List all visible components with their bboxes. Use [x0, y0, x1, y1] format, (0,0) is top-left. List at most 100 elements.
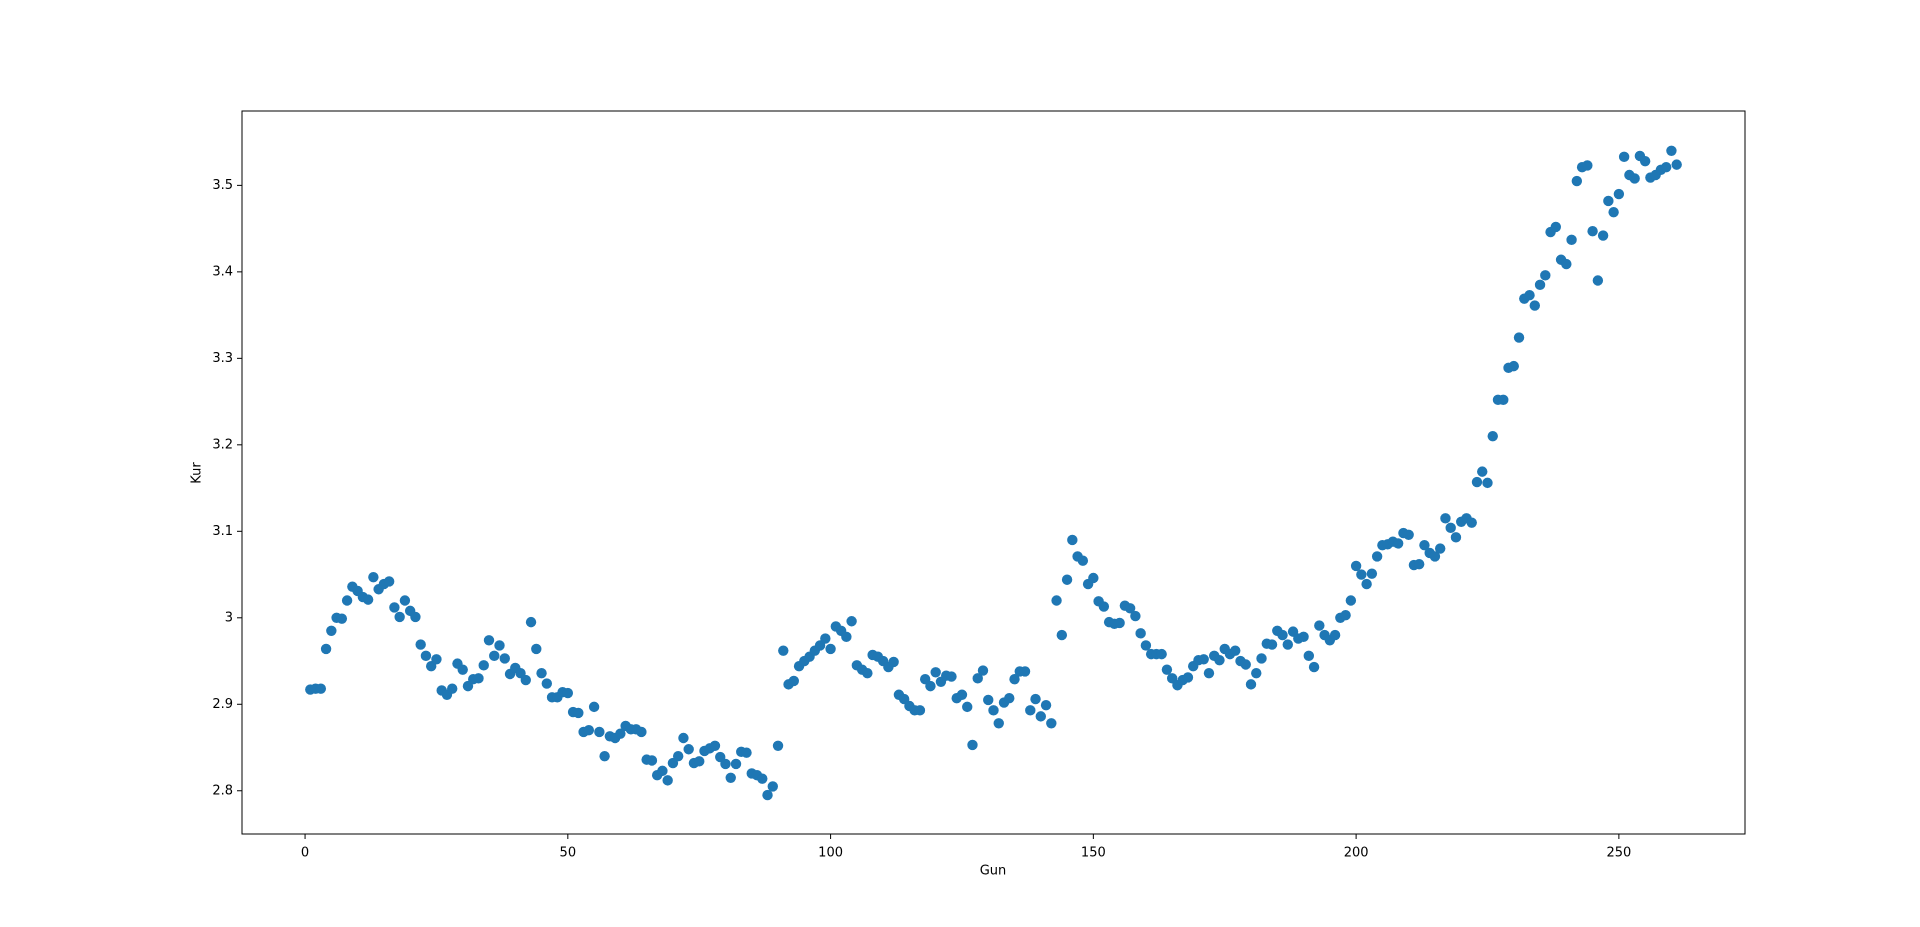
- point: [326, 625, 337, 636]
- point: [489, 650, 500, 662]
- point: [1040, 699, 1052, 711]
- point: [683, 744, 694, 755]
- point: [720, 758, 731, 770]
- plot-frame: [241, 110, 1746, 835]
- point: [336, 613, 348, 624]
- point: [1566, 234, 1577, 246]
- point: [983, 694, 994, 706]
- point: [1498, 394, 1509, 406]
- y-tick-label: 3.3: [212, 351, 233, 366]
- point: [962, 701, 973, 713]
- point: [1471, 476, 1483, 488]
- point: [1025, 705, 1036, 716]
- point: [1361, 578, 1372, 590]
- point: [825, 643, 836, 655]
- point: [420, 650, 432, 662]
- point: [988, 705, 999, 716]
- point: [1671, 159, 1682, 170]
- point: [536, 667, 547, 679]
- point: [399, 595, 411, 606]
- point: [914, 705, 926, 716]
- point: [1597, 230, 1609, 241]
- point: [383, 576, 395, 587]
- point: [1445, 522, 1456, 534]
- point: [1314, 620, 1325, 631]
- point: [525, 616, 537, 628]
- point: [478, 660, 489, 671]
- point: [1135, 628, 1146, 639]
- point: [473, 673, 484, 684]
- point: [672, 750, 684, 762]
- point: [694, 756, 705, 767]
- x-tick-label: 50: [560, 846, 577, 861]
- point: [1592, 275, 1604, 286]
- point: [888, 656, 899, 668]
- point: [1019, 666, 1031, 677]
- point: [1009, 673, 1020, 685]
- x-tick-label: 250: [1606, 846, 1631, 861]
- point: [1245, 679, 1257, 690]
- point: [1392, 538, 1404, 549]
- point: [1161, 664, 1173, 675]
- point: [1366, 568, 1378, 579]
- point: [1403, 529, 1414, 540]
- point: [1198, 654, 1209, 665]
- point: [1345, 595, 1357, 606]
- point: [862, 667, 873, 679]
- point: [1477, 466, 1488, 477]
- point: [841, 631, 852, 643]
- point: [499, 653, 510, 664]
- point: [772, 740, 784, 751]
- point: [531, 643, 542, 655]
- point: [541, 678, 553, 689]
- point: [1130, 610, 1141, 622]
- point: [1550, 221, 1562, 233]
- point: [1298, 631, 1309, 643]
- y-tick-label: 3.2: [212, 437, 233, 452]
- point: [762, 789, 773, 801]
- point: [1266, 639, 1278, 650]
- point: [1639, 155, 1651, 167]
- point: [594, 726, 605, 738]
- point: [1214, 654, 1225, 666]
- point: [1618, 151, 1630, 163]
- point: [1524, 290, 1535, 301]
- point: [1329, 629, 1341, 641]
- point: [1240, 659, 1251, 670]
- point: [1156, 648, 1167, 660]
- point: [483, 635, 495, 646]
- point: [1061, 574, 1073, 585]
- point: [977, 665, 989, 676]
- point: [972, 673, 983, 684]
- point: [657, 765, 668, 777]
- y-tick-label: 3: [225, 610, 233, 625]
- point: [662, 775, 673, 786]
- point: [741, 747, 752, 758]
- point: [1035, 711, 1046, 722]
- point: [410, 611, 421, 623]
- point: [956, 689, 968, 700]
- point: [615, 728, 626, 739]
- point: [636, 726, 647, 738]
- point: [767, 781, 778, 792]
- point: [320, 643, 332, 655]
- point: [1466, 517, 1477, 528]
- point: [1203, 667, 1215, 679]
- point: [1303, 650, 1315, 662]
- point: [1077, 555, 1089, 566]
- point: [1046, 718, 1057, 729]
- point: [1534, 279, 1546, 291]
- point: [1356, 569, 1367, 580]
- point: [1182, 672, 1194, 683]
- point: [1603, 195, 1614, 207]
- point: [967, 739, 978, 751]
- point: [362, 594, 374, 605]
- point: [1413, 558, 1425, 570]
- point: [1056, 629, 1068, 641]
- point: [1582, 160, 1593, 171]
- point: [1308, 661, 1320, 673]
- point: [1540, 270, 1551, 281]
- point: [457, 664, 468, 675]
- point: [599, 750, 610, 762]
